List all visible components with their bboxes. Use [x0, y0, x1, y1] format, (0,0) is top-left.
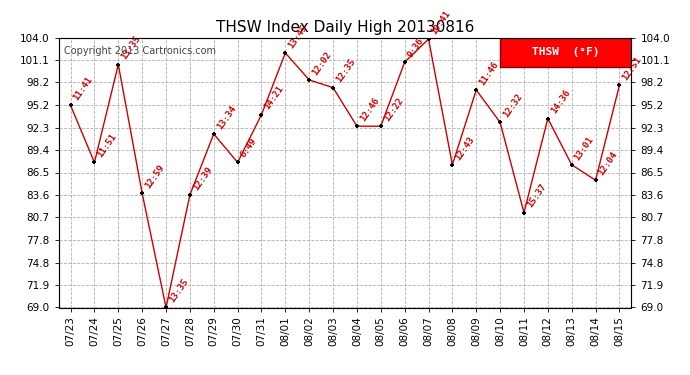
Point	[280, 50, 291, 56]
Text: 13:35: 13:35	[119, 34, 142, 62]
Text: 6:49: 6:49	[239, 136, 259, 159]
Text: 13:01: 13:01	[573, 135, 595, 162]
Text: 11:51: 11:51	[96, 132, 119, 159]
Text: 14:36: 14:36	[549, 88, 572, 116]
Text: 11:41: 11:41	[72, 75, 95, 102]
Point	[351, 123, 362, 129]
Point	[566, 162, 578, 168]
Point	[399, 59, 410, 65]
Text: 12:04: 12:04	[597, 150, 620, 177]
Point	[89, 159, 100, 165]
Text: 13:45: 13:45	[286, 22, 309, 50]
Point	[161, 304, 172, 310]
Text: THSW  (°F): THSW (°F)	[532, 47, 599, 57]
Point	[495, 119, 506, 125]
Point	[423, 36, 434, 42]
Text: 12:22: 12:22	[382, 96, 405, 123]
Point	[518, 210, 529, 216]
Text: 12:43: 12:43	[453, 135, 476, 162]
Point	[137, 190, 148, 196]
Point	[542, 116, 553, 122]
Text: 9:36: 9:36	[406, 36, 426, 59]
Point	[614, 82, 625, 88]
Text: 10:41: 10:41	[430, 9, 453, 36]
Point	[328, 85, 339, 91]
Point	[112, 62, 124, 68]
Point	[304, 77, 315, 83]
Text: 11:46: 11:46	[477, 60, 500, 87]
Point	[184, 192, 195, 198]
Point	[256, 112, 267, 118]
Point	[65, 102, 76, 108]
Text: Copyright 2013 Cartronics.com: Copyright 2013 Cartronics.com	[64, 46, 217, 56]
Point	[590, 177, 601, 183]
Text: 12:02: 12:02	[310, 50, 333, 77]
Point	[375, 123, 386, 129]
FancyBboxPatch shape	[500, 38, 631, 67]
Text: 12:39: 12:39	[191, 165, 214, 192]
Text: 12:32: 12:32	[502, 92, 524, 119]
Point	[208, 131, 219, 137]
Text: 12:51: 12:51	[620, 55, 643, 82]
Point	[232, 159, 243, 165]
Text: 14:21: 14:21	[263, 84, 286, 111]
Point	[471, 87, 482, 93]
Text: 13:34: 13:34	[215, 104, 238, 131]
Text: 15:37: 15:37	[525, 182, 548, 210]
Text: 12:46: 12:46	[358, 96, 381, 123]
Text: 12:35: 12:35	[334, 57, 357, 84]
Title: THSW Index Daily High 20130816: THSW Index Daily High 20130816	[216, 20, 474, 35]
Text: 13:35: 13:35	[167, 277, 190, 304]
Text: 12:59: 12:59	[144, 163, 166, 190]
Point	[447, 162, 458, 168]
